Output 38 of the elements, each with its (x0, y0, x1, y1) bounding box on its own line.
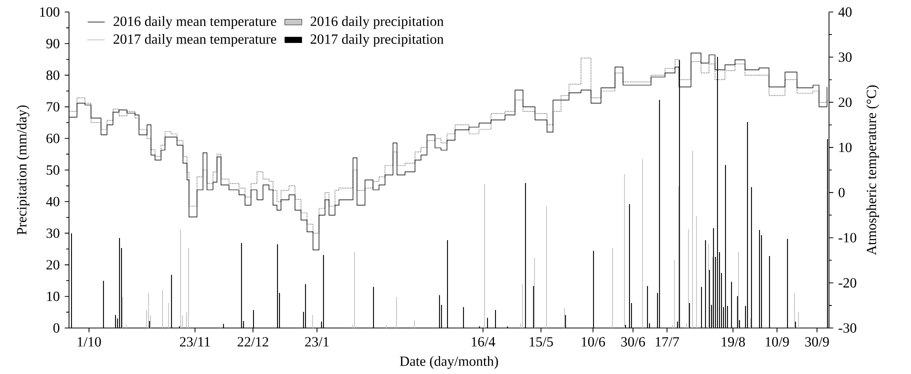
y-tick-label: 60 (46, 134, 60, 144)
legend-label: 2016 daily precipitation (310, 16, 444, 29)
y-tick-label: 80 (46, 70, 60, 80)
legend-label: 2016 daily mean temperature (114, 16, 276, 29)
y-tick-label: 10 (47, 292, 60, 302)
x-tick-label: 30/9 (805, 337, 829, 347)
x-tick-label: 17/7 (656, 337, 680, 346)
y-tick-label: 70 (46, 102, 60, 112)
x-tick-label: 23/11 (180, 337, 210, 347)
y-tick-label: 20 (46, 260, 60, 270)
y2-tick-label: 30 (838, 52, 852, 62)
x-tick-label: 22/12 (238, 337, 268, 347)
x-tick-label: 15/5 (530, 337, 553, 346)
y2-tick-label: -30 (838, 323, 856, 333)
x-tick-label: 1/10 (78, 337, 101, 347)
x-tick-label: 30/6 (621, 337, 646, 347)
y2-tick-label: 20 (838, 98, 852, 108)
y2-axis-title: Atmospheric temperature (°C) (866, 85, 880, 256)
y-tick-label: 100 (40, 7, 60, 17)
y2-tick-label: -10 (838, 232, 856, 242)
x-tick-label: 23/1 (305, 337, 329, 347)
x-tick-label: 10/6 (582, 337, 606, 347)
y2-tick-label: 40 (838, 7, 852, 17)
y2-tick-label: 10 (839, 142, 852, 152)
y-tick-label: 40 (46, 196, 60, 206)
y-tick-label: 0 (53, 323, 60, 333)
legend-label: 2017 daily mean temperature (114, 34, 276, 47)
x-tick-label: 19/8 (722, 337, 745, 347)
x-axis-title: Date (day/month) (400, 356, 498, 369)
y-tick-label: 30 (46, 228, 60, 238)
legend-label: 2017 daily precipitation (310, 34, 444, 47)
y-tick-label: 90 (46, 38, 60, 48)
x-tick-label: 10/9 (766, 337, 789, 347)
y2-tick-label: 0 (838, 188, 845, 198)
y2-tick-label: -20 (838, 278, 856, 288)
y-tick-label: 50 (46, 165, 60, 175)
x-tick-label: 16/4 (472, 337, 496, 347)
y-axis-title: Precipitation (mm/day) (16, 105, 30, 235)
